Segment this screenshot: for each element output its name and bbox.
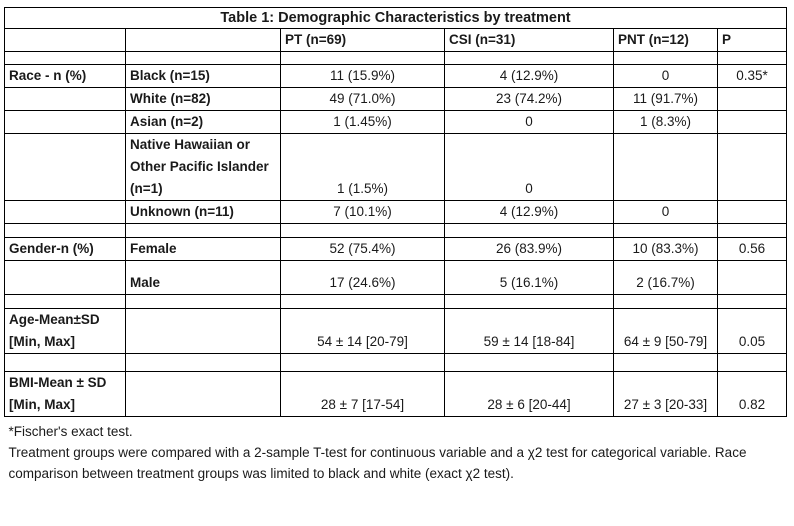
p-value	[716, 200, 788, 224]
demographics-table: Table 1: Demographic Characteristics by …	[3, 7, 788, 484]
pnt-value: 2 (16.7%)	[613, 260, 718, 295]
header-pnt: PNT (n=12)	[613, 28, 718, 52]
gender-label: Gender-n (%)	[4, 237, 126, 261]
race-category-line: Native Hawaiian or	[130, 137, 251, 152]
table-row: Unknown (n=11) 7 (10.1%) 4 (12.9%) 0	[4, 200, 788, 224]
pnt-value	[613, 133, 718, 201]
p-value	[716, 133, 788, 201]
pt-value: 54 ± 14 [20-79]	[280, 308, 445, 354]
csi-value: 0	[444, 110, 614, 134]
header-csi: CSI (n=31)	[444, 28, 614, 52]
spacer-row	[4, 223, 788, 238]
pnt-value: 64 ± 9 [50-79]	[613, 308, 718, 354]
pnt-value: 1 (8.3%)	[613, 110, 718, 134]
age-label-line: [Min, Max]	[9, 334, 75, 349]
table-row: Gender-n (%) Female 52 (75.4%) 26 (83.9%…	[4, 237, 788, 261]
pt-value: 52 (75.4%)	[280, 237, 445, 261]
pt-value: 7 (10.1%)	[280, 200, 445, 224]
csi-value: 4 (12.9%)	[444, 64, 614, 88]
p-value	[716, 110, 788, 134]
race-category: White (n=82)	[125, 87, 281, 111]
gender-category: Female	[125, 237, 281, 261]
p-value: 0.35*	[716, 64, 788, 88]
footnote-row: Treatment groups were compared with a 2-…	[5, 442, 787, 484]
title-row: Table 1: Demographic Characteristics by …	[3, 7, 788, 29]
table-row: Asian (n=2) 1 (1.45%) 0 1 (8.3%)	[4, 110, 788, 134]
footnote-methods: Treatment groups were compared with a 2-…	[8, 445, 747, 481]
pt-value: 11 (15.9%)	[280, 64, 445, 88]
race-category-line: (n=1)	[130, 181, 163, 196]
p-value: 0.05	[716, 308, 788, 354]
spacer-row	[4, 51, 788, 65]
race-category: Asian (n=2)	[125, 110, 281, 134]
table-row: Race - n (%) Black (n=15) 11 (15.9%) 4 (…	[4, 64, 788, 88]
pnt-value: 10 (83.3%)	[613, 237, 718, 261]
pt-value: 1 (1.5%)	[280, 133, 445, 201]
spacer-row	[4, 353, 788, 372]
bmi-label-line: BMI-Mean ± SD	[9, 375, 107, 390]
footnote-exact-test: *Fischer's exact test.	[8, 424, 133, 439]
header-pt: PT (n=69)	[280, 28, 445, 52]
p-value: 0.56	[716, 237, 788, 261]
p-value: 0.82	[716, 371, 788, 417]
footnote-row: *Fischer's exact test.	[5, 417, 787, 443]
table-row: Male 17 (24.6%) 5 (16.1%) 2 (16.7%)	[4, 260, 788, 295]
race-label: Race - n (%)	[4, 64, 126, 88]
csi-value: 4 (12.9%)	[444, 200, 614, 224]
table-row: Native Hawaiian or Other Pacific Islande…	[4, 133, 788, 201]
pt-value: 17 (24.6%)	[280, 260, 445, 295]
pt-value: 28 ± 7 [17-54]	[280, 371, 445, 417]
spacer-row	[4, 294, 788, 309]
pt-value: 49 (71.0%)	[280, 87, 445, 111]
bmi-label-line: [Min, Max]	[9, 397, 75, 412]
race-category-line: Other Pacific Islander	[130, 159, 269, 174]
csi-value: 59 ± 14 [18-84]	[444, 308, 614, 354]
csi-value: 23 (74.2%)	[444, 87, 614, 111]
csi-value: 26 (83.9%)	[444, 237, 614, 261]
table-row: White (n=82) 49 (71.0%) 23 (74.2%) 11 (9…	[4, 87, 788, 111]
p-value	[716, 87, 788, 111]
gender-category: Male	[125, 260, 281, 295]
table-row: Age-Mean±SD [Min, Max] 54 ± 14 [20-79] 5…	[4, 308, 788, 354]
pnt-value: 0	[613, 64, 718, 88]
header-cell	[125, 28, 281, 52]
csi-value: 5 (16.1%)	[444, 260, 614, 295]
csi-value: 0	[444, 133, 614, 201]
race-category: Unknown (n=11)	[125, 200, 281, 224]
race-category: Black (n=15)	[125, 64, 281, 88]
race-category: Native Hawaiian or Other Pacific Islande…	[125, 133, 281, 201]
pnt-value: 0	[613, 200, 718, 224]
age-label-line: Age-Mean±SD	[9, 312, 100, 327]
age-label: Age-Mean±SD [Min, Max]	[4, 308, 126, 354]
pnt-value: 27 ± 3 [20-33]	[613, 371, 718, 417]
bmi-label: BMI-Mean ± SD [Min, Max]	[4, 371, 126, 417]
table-row: BMI-Mean ± SD [Min, Max] 28 ± 7 [17-54] …	[4, 371, 788, 417]
table-title: Table 1: Demographic Characteristics by …	[3, 7, 788, 29]
header-cell	[4, 28, 126, 52]
pnt-value: 11 (91.7%)	[613, 87, 718, 111]
csi-value: 28 ± 6 [20-44]	[444, 371, 614, 417]
p-value	[716, 260, 788, 295]
header-p: P	[716, 28, 788, 52]
pt-value: 1 (1.45%)	[280, 110, 445, 134]
header-row: PT (n=69) CSI (n=31) PNT (n=12) P	[4, 28, 788, 52]
demographics-table-sheet: Table 1: Demographic Characteristics by …	[3, 7, 788, 484]
